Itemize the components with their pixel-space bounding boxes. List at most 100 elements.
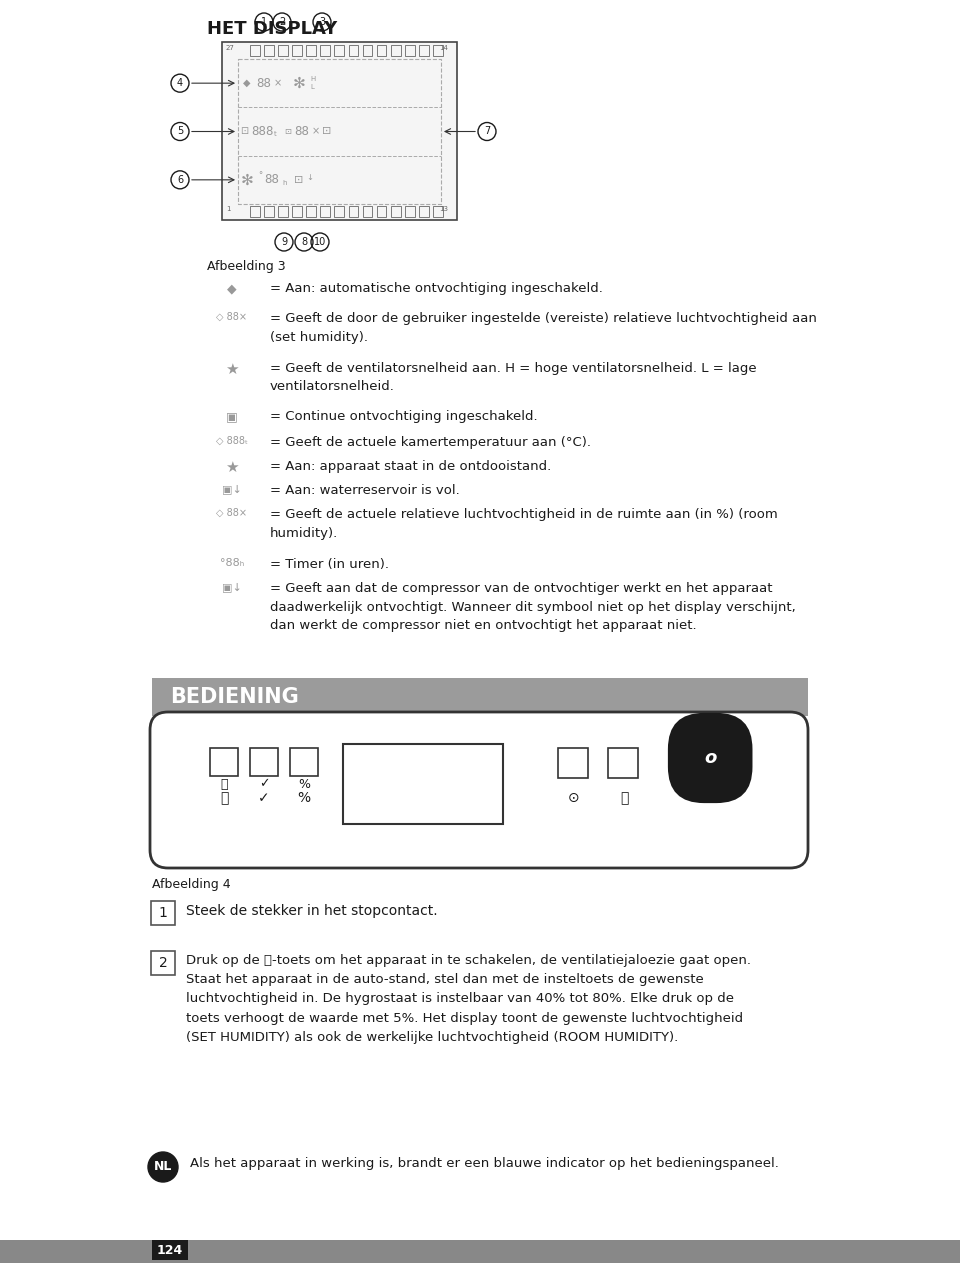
- Text: = Continue ontvochtiging ingeschakeld.: = Continue ontvochtiging ingeschakeld.: [270, 410, 538, 423]
- Text: = Aan: waterreservoir is vol.: = Aan: waterreservoir is vol.: [270, 484, 460, 498]
- Text: BEDIENING: BEDIENING: [170, 687, 299, 707]
- Text: ★: ★: [226, 362, 239, 376]
- Text: ⊡: ⊡: [240, 126, 248, 136]
- Text: ▣↓: ▣↓: [222, 484, 242, 494]
- Bar: [608, 748, 638, 778]
- Text: = Geeft aan dat de compressor van de ontvochtiger werkt en het apparaat
daadwerk: = Geeft aan dat de compressor van de ont…: [270, 582, 796, 632]
- Text: HET DISPLAY: HET DISPLAY: [207, 20, 337, 38]
- Bar: [210, 748, 238, 775]
- Text: ⌒: ⌒: [220, 791, 228, 805]
- Text: Afbeelding 4: Afbeelding 4: [152, 878, 230, 890]
- Text: ⊡: ⊡: [294, 174, 303, 184]
- Text: 5: 5: [177, 126, 183, 136]
- Text: 2: 2: [158, 956, 167, 970]
- Bar: [419, 45, 429, 56]
- Text: ✓: ✓: [259, 778, 269, 791]
- Text: %: %: [298, 791, 311, 805]
- Text: NL: NL: [154, 1161, 172, 1173]
- Text: L: L: [310, 85, 314, 90]
- Text: 88: 88: [294, 125, 309, 138]
- Text: ✻: ✻: [241, 172, 253, 187]
- Text: o: o: [704, 749, 716, 767]
- Bar: [376, 206, 387, 217]
- Bar: [321, 45, 330, 56]
- Bar: [278, 206, 288, 217]
- Text: ⌒: ⌒: [220, 778, 228, 791]
- Text: = Geeft de ventilatorsnelheid aan. H = hoge ventilatorsnelheid. L = lage
ventila: = Geeft de ventilatorsnelheid aan. H = h…: [270, 362, 756, 394]
- Text: 1: 1: [226, 206, 230, 212]
- Bar: [292, 45, 302, 56]
- Text: ✓: ✓: [258, 791, 270, 805]
- Text: = Geeft de actuele kamertemperatuur aan (°C).: = Geeft de actuele kamertemperatuur aan …: [270, 436, 591, 450]
- Text: ✻: ✻: [293, 76, 305, 91]
- Bar: [343, 744, 503, 823]
- Text: 1: 1: [158, 906, 167, 919]
- Text: °: °: [258, 172, 262, 181]
- Text: Als het apparaat in werking is, brandt er een blauwe indicator op het bedienings: Als het apparaat in werking is, brandt e…: [190, 1157, 779, 1170]
- Bar: [306, 206, 316, 217]
- FancyBboxPatch shape: [150, 712, 808, 868]
- Bar: [348, 45, 358, 56]
- Text: = Geeft de door de gebruiker ingestelde (vereiste) relatieve luchtvochtigheid aa: = Geeft de door de gebruiker ingestelde …: [270, 312, 817, 344]
- Bar: [376, 45, 387, 56]
- Text: 8: 8: [300, 237, 307, 248]
- Text: ×: ×: [312, 126, 320, 136]
- Text: H: H: [310, 76, 315, 82]
- Text: ◆: ◆: [228, 282, 237, 296]
- Bar: [391, 45, 400, 56]
- Bar: [250, 45, 260, 56]
- Bar: [292, 206, 302, 217]
- Bar: [222, 42, 457, 220]
- Text: ⊙: ⊙: [568, 791, 580, 805]
- Text: Druk op de ⓞ-toets om het apparaat in te schakelen, de ventilatiejaloezie gaat o: Druk op de ⓞ-toets om het apparaat in te…: [186, 954, 751, 1043]
- Bar: [250, 748, 278, 775]
- Text: = Timer (in uren).: = Timer (in uren).: [270, 558, 389, 571]
- Bar: [419, 206, 429, 217]
- Text: t: t: [274, 131, 276, 138]
- Bar: [290, 748, 318, 775]
- Text: 1: 1: [261, 16, 267, 27]
- FancyBboxPatch shape: [151, 901, 175, 925]
- Text: 88: 88: [264, 173, 279, 187]
- Bar: [238, 59, 441, 205]
- Text: 9: 9: [281, 237, 287, 248]
- Text: 88: 88: [256, 77, 271, 90]
- Circle shape: [148, 1152, 178, 1182]
- Text: = Aan: automatische ontvochtiging ingeschakeld.: = Aan: automatische ontvochtiging ingesc…: [270, 282, 603, 296]
- Text: 10: 10: [314, 237, 326, 248]
- Text: 13: 13: [439, 206, 448, 212]
- Text: °88ₕ: °88ₕ: [220, 558, 244, 568]
- Bar: [363, 206, 372, 217]
- Bar: [348, 206, 358, 217]
- Bar: [334, 45, 345, 56]
- Text: ⊡: ⊡: [284, 128, 291, 136]
- Bar: [264, 45, 274, 56]
- Bar: [558, 748, 588, 778]
- Text: zibr: zibr: [670, 750, 703, 765]
- Bar: [250, 206, 260, 217]
- Text: 4: 4: [177, 78, 183, 88]
- Text: 888: 888: [251, 125, 274, 138]
- Bar: [405, 45, 415, 56]
- Text: ◇ 88×: ◇ 88×: [217, 312, 248, 322]
- Bar: [391, 206, 400, 217]
- Text: ⊡: ⊡: [322, 126, 331, 136]
- Text: 7: 7: [484, 126, 491, 136]
- Text: %: %: [298, 778, 310, 791]
- Text: 6: 6: [177, 174, 183, 184]
- Bar: [0, 1240, 960, 1263]
- Text: ◆: ◆: [243, 78, 251, 88]
- Bar: [264, 206, 274, 217]
- Text: ★: ★: [226, 460, 239, 475]
- Text: 3: 3: [319, 16, 325, 27]
- Text: 2: 2: [278, 16, 285, 27]
- Bar: [433, 206, 443, 217]
- Text: = Geeft de actuele relatieve luchtvochtigheid in de ruimte aan (in %) (room
humi: = Geeft de actuele relatieve luchtvochti…: [270, 508, 778, 539]
- Bar: [278, 45, 288, 56]
- Text: h: h: [282, 179, 286, 186]
- Bar: [363, 45, 372, 56]
- Text: ×: ×: [274, 78, 282, 88]
- Bar: [405, 206, 415, 217]
- Text: 27: 27: [226, 45, 235, 51]
- Text: Steek de stekker in het stopcontact.: Steek de stekker in het stopcontact.: [186, 904, 438, 918]
